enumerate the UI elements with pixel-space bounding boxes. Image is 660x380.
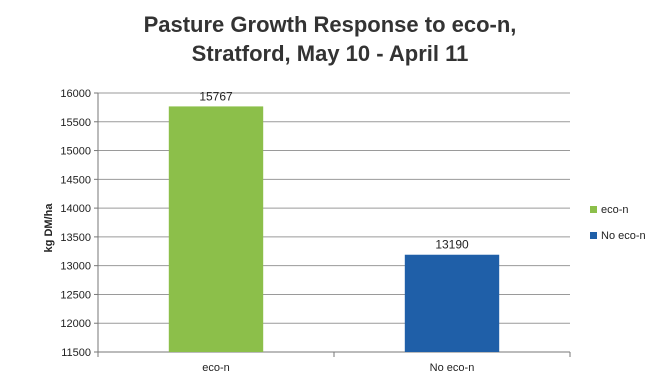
y-tick-label: 14000: [60, 203, 91, 215]
legend-label-1: eco-n: [601, 204, 629, 216]
y-tick-label: 16000: [60, 88, 91, 100]
x-tick-label-2: No eco-n: [430, 362, 475, 374]
y-axis-ticks: 11500 12000 12500 13000 13500 14000 14500 15000…: [60, 88, 98, 359]
bar-2: [404, 254, 500, 352]
data-label-1: 15767: [199, 89, 233, 103]
chart-title-line-1: Pasture Growth Response to eco-n,: [143, 12, 517, 37]
x-tick-label-1: eco-n: [202, 362, 230, 374]
y-tick-label: 13000: [60, 261, 91, 273]
x-axis-ticks: eco-n No eco-n: [202, 362, 474, 374]
y-tick-label: 11500: [61, 347, 91, 359]
y-tick-label: 15000: [60, 146, 91, 158]
y-axis-label: kg DM/ha: [43, 203, 55, 253]
legend-label-2: No eco-n: [601, 230, 646, 242]
legend-swatch-2: [590, 232, 597, 239]
bars: 15767 13190: [168, 89, 500, 352]
y-tick-label: 15500: [60, 117, 91, 129]
y-tick-label: 13500: [60, 232, 91, 244]
y-tick-label: 14500: [60, 174, 91, 186]
y-tick-label: 12500: [60, 289, 91, 301]
bar-1: [168, 106, 264, 352]
chart-title: Pasture Growth Response to eco-n, Stratf…: [0, 10, 660, 68]
chart-title-line-2: Stratford, May 10 - April 11: [191, 41, 469, 66]
legend-swatch-1: [590, 206, 597, 213]
y-tick-label: 12000: [60, 318, 91, 330]
data-label-2: 13190: [435, 238, 469, 252]
legend: eco-n No eco-n: [590, 204, 646, 242]
